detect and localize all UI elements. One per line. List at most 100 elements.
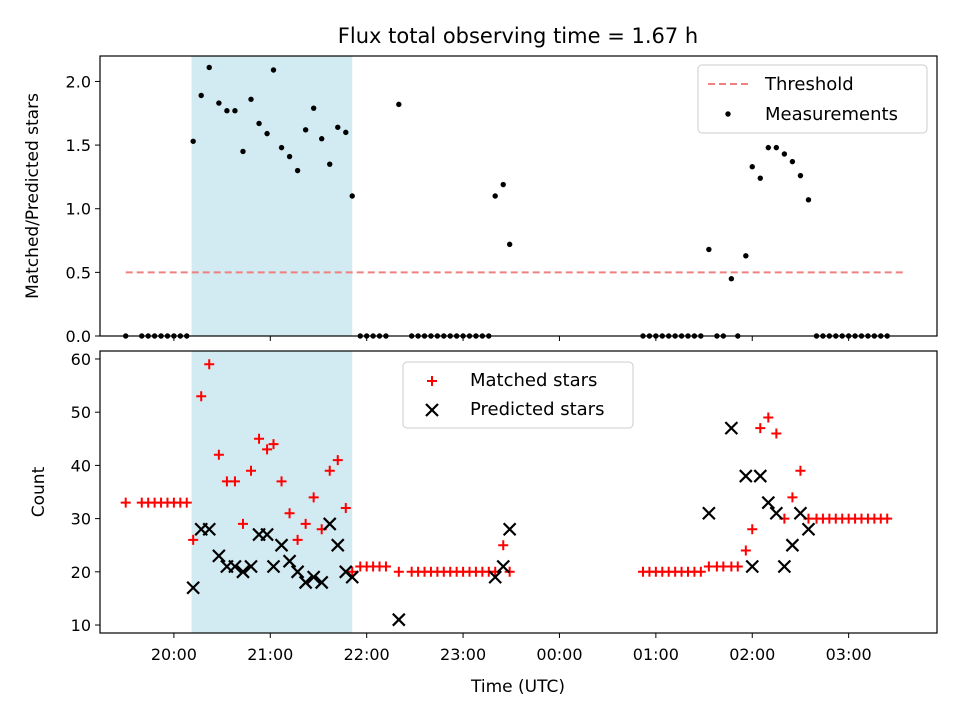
predicted-star-point [761, 495, 776, 510]
matched-star-point [204, 359, 215, 370]
matched-star-point [393, 566, 404, 577]
matched-star-point [380, 561, 391, 572]
matched-star-point [292, 534, 303, 545]
measurement-point [500, 181, 506, 188]
top-legend: Threshold Measurements [697, 64, 928, 134]
measurement-point [216, 100, 222, 106]
predicted-star-point [306, 570, 321, 584]
matched-star-point [347, 566, 358, 577]
measurement-point [757, 175, 763, 181]
bottom-y-tick-label: 60 [71, 350, 91, 369]
matched-star-point [188, 534, 199, 545]
measurement-point [286, 153, 293, 160]
bottom-y-tick-label: 50 [71, 403, 91, 422]
measurement-point [749, 164, 755, 170]
matched-star-point [237, 518, 248, 529]
x-tick-label: 03:00 [826, 645, 872, 664]
predicted-star-point [274, 538, 289, 552]
predicted-star-point [244, 559, 258, 574]
predicted-star-point [298, 575, 313, 590]
matched-star-point [498, 540, 509, 551]
matched-star-point [308, 492, 319, 503]
measurement-point [343, 129, 349, 136]
measurement-point [743, 253, 749, 259]
top-y-tick-label: 0.5 [66, 263, 91, 282]
matched-star-point [795, 465, 806, 476]
x-tick-label: 02:00 [729, 645, 775, 664]
top-y-axis-label: Matched/Predicted stars [23, 93, 43, 299]
legend-threshold-label: Threshold [764, 74, 854, 95]
matched-star-point [268, 439, 279, 450]
measurement-point [349, 193, 355, 199]
measurement-point [492, 193, 498, 199]
bottom-y-tick-label: 20 [71, 563, 91, 582]
predicted-star-point [801, 522, 816, 537]
x-tick-label: 23:00 [440, 645, 486, 664]
measurement-point [728, 276, 735, 282]
measurement-point [797, 172, 804, 179]
x-tick-label: 20:00 [151, 645, 197, 664]
top-legend-box [697, 64, 928, 134]
measurement-point [335, 124, 341, 130]
bottom-axes-frame [99, 350, 938, 634]
predicted-star-point [290, 565, 305, 579]
matched-star-point [340, 502, 351, 513]
predicted-star-point [314, 575, 329, 590]
measurement-point [264, 130, 270, 137]
matched-star-point [332, 455, 343, 466]
predicted-star-point [502, 522, 517, 537]
legend-matched-label: Matched stars [470, 370, 597, 391]
predicted-star-point [496, 559, 511, 574]
top-y-tick-label: 0.0 [66, 327, 91, 346]
measurement-point [232, 108, 238, 114]
legend-predicted-label: Predicted stars [470, 399, 604, 420]
predicted-star-point [702, 506, 716, 521]
predicted-star-point [282, 554, 297, 568]
matched-star-point [740, 545, 751, 556]
predicted-star-point [745, 559, 760, 574]
predicted-star-point [260, 527, 274, 542]
chart-title: Flux total observing time = 1.67 h [338, 24, 698, 48]
predicted-star-point [488, 570, 502, 584]
predicted-star-point [212, 549, 226, 563]
measurement-point [789, 158, 796, 165]
matched-star-point [300, 518, 311, 529]
predicted-star-point [345, 570, 360, 584]
legend-measurements-label: Measurements [765, 104, 898, 125]
top-panel: 0.0 0.5 1.0 1.5 2.0 Matched/Predicted stars Th… [23, 55, 938, 346]
measurement-point [270, 67, 277, 73]
matched-star-point [882, 513, 893, 524]
measurement-point [294, 167, 301, 174]
top-y-tick-label: 2.0 [66, 72, 91, 91]
top-y-tick-label: 1.5 [66, 136, 91, 155]
predicted-star-point [785, 538, 800, 552]
predicted-star-point [724, 421, 739, 435]
matched-star-point [276, 476, 287, 487]
predicted-star-point [322, 517, 337, 531]
predicted-star-point [392, 612, 406, 627]
measurement-point [773, 144, 780, 151]
measurement-point [224, 108, 230, 114]
measurement-point [190, 138, 196, 144]
top-axes-frame [99, 55, 938, 337]
predicted-star-point [236, 565, 250, 579]
measurement-point [706, 246, 712, 253]
measurement-point [278, 144, 285, 151]
measurement-point [327, 161, 333, 167]
predicted-star-point [769, 506, 784, 521]
measurement-point [206, 64, 212, 71]
legend-predicted-swatch [425, 403, 439, 417]
matched-star-point [246, 465, 257, 476]
bottom-y-tick-label: 30 [71, 510, 91, 529]
matched-star-point [120, 497, 131, 508]
matched-star-point [229, 476, 240, 487]
matched-star-point [181, 497, 192, 508]
measurement-point [765, 144, 772, 151]
predicted-star-point [330, 538, 345, 552]
predicted-star-point [793, 506, 808, 521]
measurement-point [805, 197, 812, 203]
matched-star-point [755, 423, 766, 434]
measurement-point [319, 136, 325, 142]
predicted-star-point [202, 522, 217, 537]
